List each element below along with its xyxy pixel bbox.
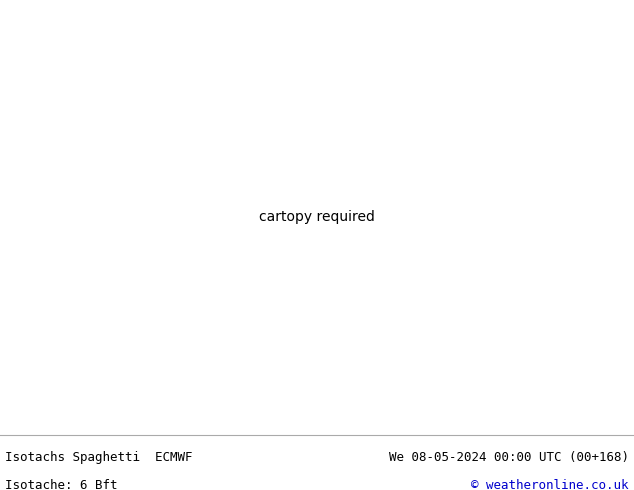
Text: We 08-05-2024 00:00 UTC (00+168): We 08-05-2024 00:00 UTC (00+168) bbox=[389, 451, 629, 464]
Text: Isotachs Spaghetti  ECMWF: Isotachs Spaghetti ECMWF bbox=[5, 451, 193, 464]
Text: cartopy required: cartopy required bbox=[259, 210, 375, 224]
Text: © weatheronline.co.uk: © weatheronline.co.uk bbox=[472, 479, 629, 490]
Text: Isotache: 6 Bft: Isotache: 6 Bft bbox=[5, 479, 117, 490]
